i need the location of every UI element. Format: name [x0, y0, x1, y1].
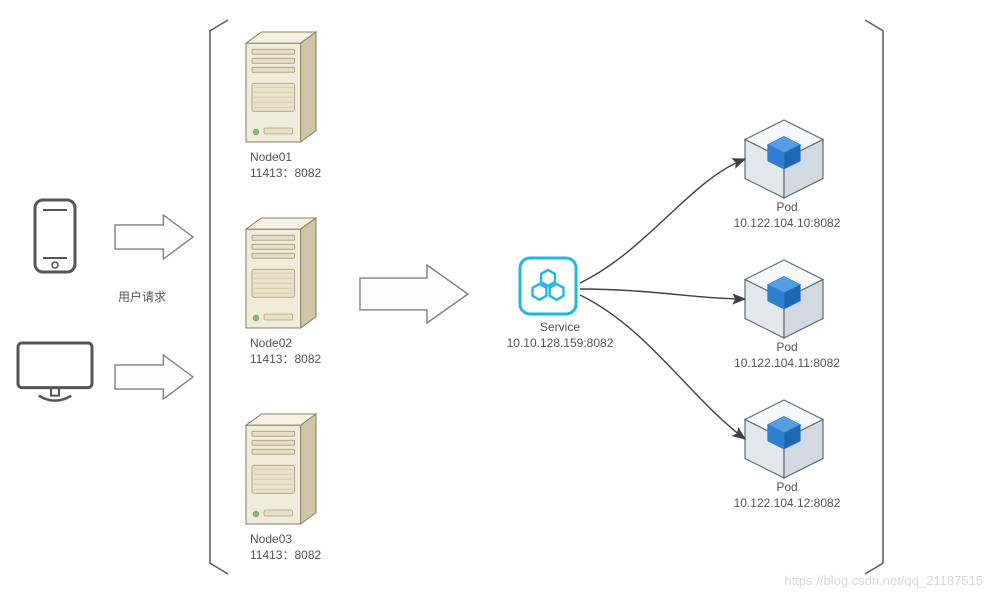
pod-cube-icon — [745, 400, 823, 478]
node03-label: Node03 11413：8082 — [250, 532, 321, 563]
node02-name: Node02 — [250, 336, 292, 350]
watermark-text: https://blog.csdn.net/qq_21187515 — [784, 573, 983, 588]
pod1-addr: 10.122.104.10:8082 — [734, 216, 841, 230]
edge-arrow — [580, 159, 745, 283]
pod2-label: Pod 10.122.104.11:8082 — [722, 340, 852, 371]
edge-arrow — [580, 289, 745, 299]
service-name: Service — [540, 320, 580, 334]
pod2-addr: 10.122.104.11:8082 — [734, 356, 840, 370]
block-arrow-icon — [360, 265, 468, 323]
service-label: Service 10.10.128.159:8082 — [500, 320, 620, 351]
left-bracket-icon — [210, 20, 228, 574]
service-addr: 10.10.128.159:8082 — [507, 336, 614, 350]
pod3-name: Pod — [776, 480, 797, 494]
block-arrow-icon — [115, 215, 193, 259]
right-bracket-icon — [865, 20, 883, 574]
edge-arrow — [580, 295, 745, 439]
pod3-label: Pod 10.122.104.12:8082 — [722, 480, 852, 511]
node01-port: 11413：8082 — [250, 166, 321, 180]
pod-cube-icon — [745, 120, 823, 198]
node02-label: Node02 11413：8082 — [250, 336, 321, 367]
phone-icon — [35, 200, 75, 272]
pod2-name: Pod — [776, 340, 797, 354]
monitor-icon — [18, 343, 92, 401]
server-icon — [246, 218, 316, 328]
server-icon — [246, 414, 316, 524]
pod1-name: Pod — [776, 200, 797, 214]
server-icon — [246, 32, 316, 142]
pod1-label: Pod 10.122.104.10:8082 — [722, 200, 852, 231]
node02-port: 11413：8082 — [250, 352, 321, 366]
pod-cube-icon — [745, 260, 823, 338]
pod3-addr: 10.122.104.12:8082 — [734, 496, 841, 510]
block-arrow-icon — [115, 355, 193, 399]
service-icon — [520, 258, 576, 314]
user-request-label: 用户请求 — [118, 290, 166, 306]
node03-name: Node03 — [250, 532, 292, 546]
node01-name: Node01 — [250, 150, 292, 164]
node03-port: 11413：8082 — [250, 548, 321, 562]
node01-label: Node01 11413：8082 — [250, 150, 321, 181]
